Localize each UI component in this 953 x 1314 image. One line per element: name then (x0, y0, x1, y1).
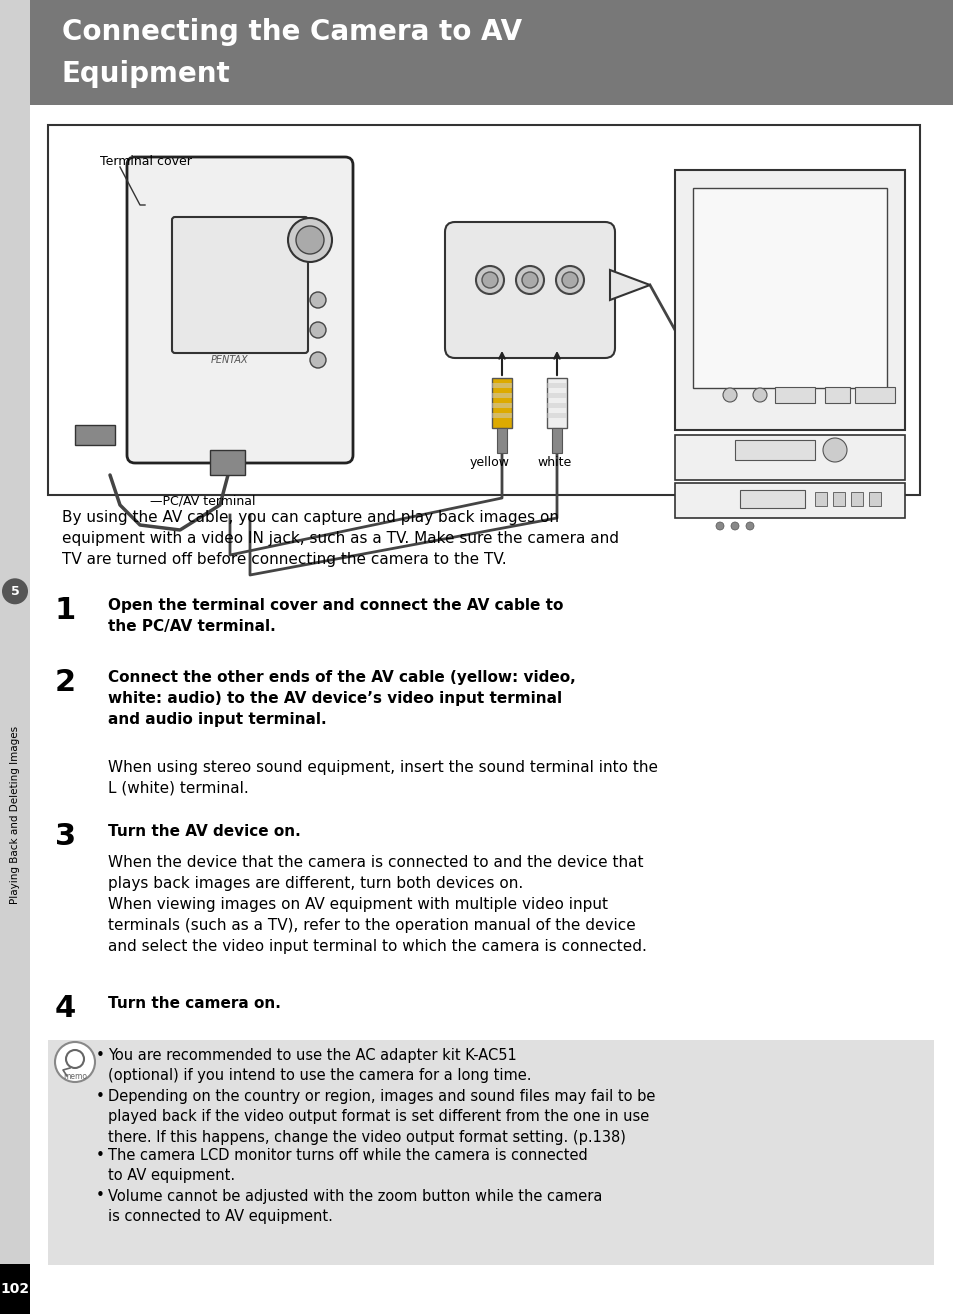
Circle shape (476, 265, 503, 294)
Text: memo: memo (63, 1072, 87, 1081)
Text: •: • (96, 1049, 105, 1063)
Bar (850, 491, 862, 506)
Bar (546, 378, 566, 428)
Circle shape (481, 272, 497, 288)
Circle shape (2, 578, 28, 604)
Text: Turn the camera on.: Turn the camera on. (108, 996, 280, 1010)
Bar (48, 1039, 933, 1265)
Bar (675, 170, 904, 430)
Circle shape (556, 265, 583, 294)
Bar (774, 388, 814, 403)
Circle shape (521, 272, 537, 288)
Bar (734, 440, 814, 460)
Circle shape (722, 388, 737, 402)
Circle shape (782, 388, 796, 402)
Text: 102: 102 (0, 1282, 30, 1296)
Text: Equipment: Equipment (62, 60, 231, 88)
Bar (675, 484, 904, 518)
Text: —PC/AV terminal: —PC/AV terminal (150, 495, 255, 509)
Bar (30, 0, 953, 105)
Text: When using stereo sound equipment, insert the sound terminal into the
L (white) : When using stereo sound equipment, inser… (108, 759, 658, 796)
Text: When the device that the camera is connected to and the device that
plays back i: When the device that the camera is conne… (108, 855, 646, 954)
Text: Connect the other ends of the AV cable (yellow: video,
white: audio) to the AV d: Connect the other ends of the AV cable (… (108, 670, 576, 727)
Circle shape (752, 388, 766, 402)
Text: Volume cannot be adjusted with the zoom button while the camera
is connected to : Volume cannot be adjusted with the zoom … (108, 1188, 601, 1223)
Circle shape (55, 1042, 95, 1081)
Text: Turn the AV device on.: Turn the AV device on. (108, 824, 300, 840)
Text: Connecting the Camera to AV: Connecting the Camera to AV (62, 18, 521, 46)
FancyBboxPatch shape (172, 217, 308, 353)
Bar (492, 378, 512, 428)
Polygon shape (609, 269, 649, 300)
Text: 1: 1 (55, 597, 76, 625)
Bar (492, 403, 512, 409)
Text: Open the terminal cover and connect the AV cable to
the PC/AV terminal.: Open the terminal cover and connect the … (108, 598, 563, 633)
Text: 5: 5 (10, 585, 19, 598)
Bar (492, 413, 512, 418)
Text: •: • (96, 1188, 105, 1204)
Bar (552, 428, 561, 453)
Bar (692, 188, 886, 388)
Bar (832, 491, 844, 506)
Circle shape (516, 265, 543, 294)
Circle shape (295, 226, 324, 254)
Text: •: • (96, 1089, 105, 1104)
Text: The camera LCD monitor turns off while the camera is connected
to AV equipment.: The camera LCD monitor turns off while t… (108, 1147, 587, 1183)
Bar (546, 393, 566, 398)
Bar (546, 413, 566, 418)
Circle shape (310, 352, 326, 368)
Circle shape (561, 272, 578, 288)
Bar (675, 435, 904, 480)
FancyBboxPatch shape (444, 222, 615, 357)
Circle shape (745, 522, 753, 530)
Bar (546, 403, 566, 409)
Circle shape (310, 322, 326, 338)
Bar (0, 0, 30, 1314)
Text: 4: 4 (55, 993, 76, 1024)
Bar (492, 393, 512, 398)
Bar (0, 1264, 30, 1314)
Bar (75, 424, 115, 445)
Circle shape (716, 522, 723, 530)
Bar (48, 125, 919, 495)
Text: Playing Back and Deleting Images: Playing Back and Deleting Images (10, 725, 20, 904)
Circle shape (822, 438, 846, 463)
Text: white: white (537, 456, 572, 469)
Bar (814, 491, 826, 506)
Bar (497, 428, 506, 453)
Bar (854, 388, 894, 403)
Text: Terminal cover: Terminal cover (100, 155, 192, 168)
Bar (546, 382, 566, 388)
Circle shape (310, 292, 326, 307)
Bar (492, 382, 512, 388)
Text: By using the AV cable, you can capture and play back images on
equipment with a : By using the AV cable, you can capture a… (62, 510, 618, 568)
Text: You are recommended to use the AC adapter kit K-AC51
(optional) if you intend to: You are recommended to use the AC adapte… (108, 1049, 531, 1084)
Text: Depending on the country or region, images and sound files may fail to be
played: Depending on the country or region, imag… (108, 1089, 655, 1144)
Text: PENTAX: PENTAX (211, 355, 249, 365)
FancyBboxPatch shape (127, 156, 353, 463)
Bar (824, 388, 849, 403)
Circle shape (288, 218, 332, 261)
Text: 2: 2 (55, 668, 76, 696)
Text: •: • (96, 1147, 105, 1163)
Bar (210, 449, 245, 474)
Bar (740, 490, 804, 509)
Text: yellow: yellow (470, 456, 510, 469)
Circle shape (730, 522, 739, 530)
Bar (868, 491, 880, 506)
Text: 3: 3 (55, 823, 76, 851)
